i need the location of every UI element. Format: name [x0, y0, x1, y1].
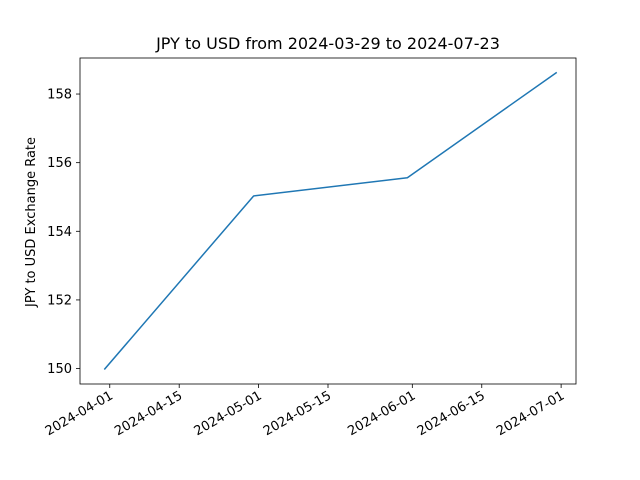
y-tick-label: 150: [47, 362, 72, 377]
y-tick-label: 156: [47, 156, 72, 171]
y-tick-label: 158: [47, 88, 72, 103]
y-tick-label: 152: [47, 293, 72, 308]
y-axis-label: JPY to USD Exchange Rate: [24, 137, 39, 308]
series-line-0: [103, 71, 558, 370]
chart-title: JPY to USD from 2024-03-29 to 2024-07-23: [155, 34, 500, 53]
y-tick-label: 154: [47, 225, 72, 240]
axes-frame: [79, 57, 577, 385]
